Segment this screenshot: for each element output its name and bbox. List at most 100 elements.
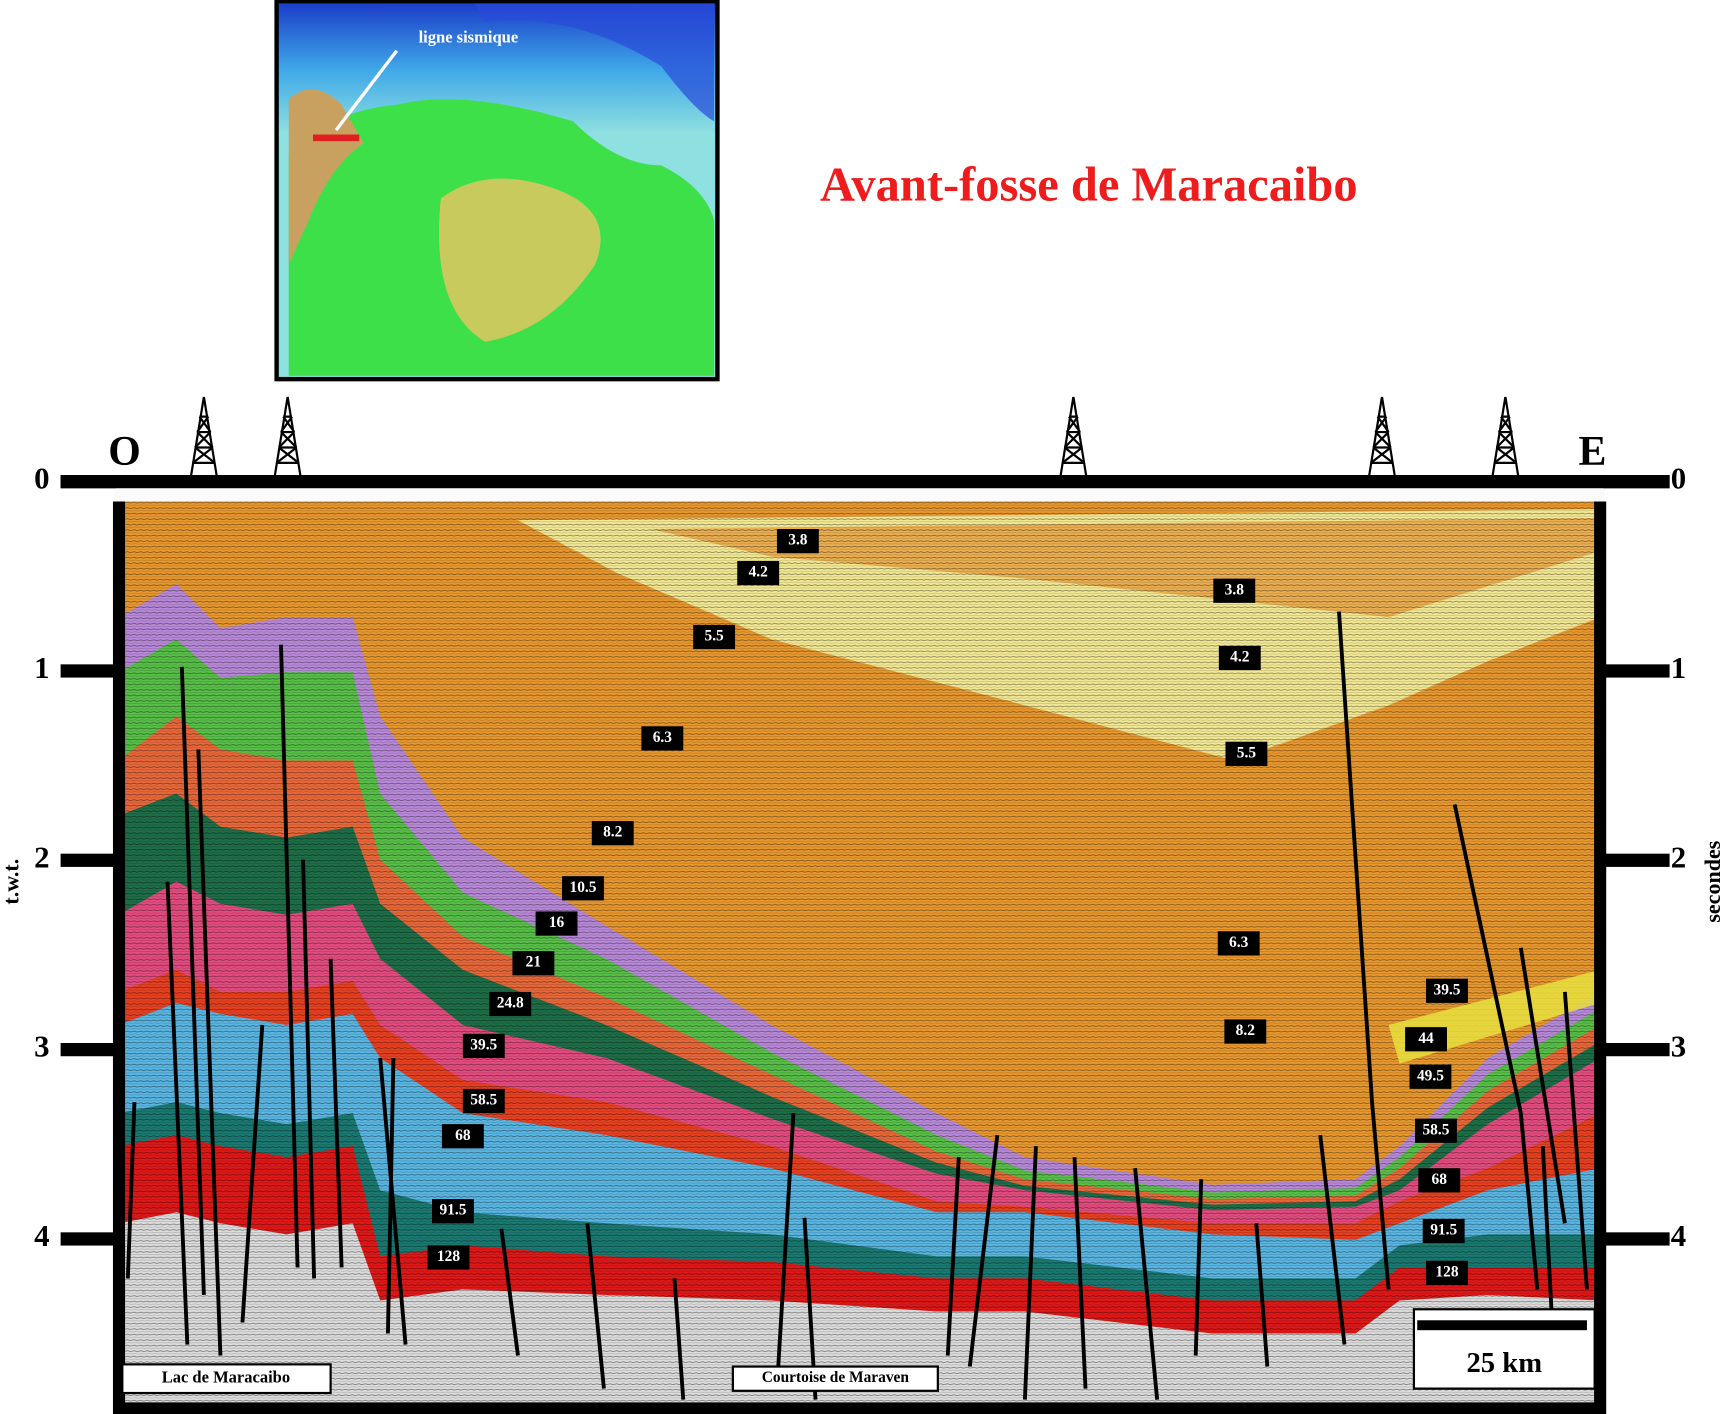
tick-label-left: 0 — [34, 462, 49, 496]
axes: 0 01 12 23 34 4 — [34, 462, 1686, 1253]
scale-bar — [1417, 1320, 1587, 1331]
horizon-box — [591, 821, 634, 846]
well — [273, 396, 302, 479]
tick-label-left: 2 — [34, 840, 49, 874]
horizon-box — [641, 726, 684, 751]
tick-label-right: 4 — [1671, 1219, 1686, 1253]
horizon-label: 68 — [455, 1127, 471, 1144]
horizon-box — [535, 911, 578, 936]
right-axis-label: secondes — [1700, 840, 1725, 922]
horizon-box — [489, 991, 532, 1017]
horizon-box — [1409, 1064, 1452, 1089]
well — [1491, 396, 1520, 479]
horizon-label: 3.8 — [1225, 581, 1245, 598]
horizon-label: 21 — [526, 954, 541, 971]
title: Avant-fosse de Maracaibo — [820, 159, 1358, 212]
section-frame — [112, 501, 1607, 1414]
horizon-label: 6.3 — [653, 729, 673, 746]
faults — [125, 611, 1589, 1400]
west-label: O — [108, 429, 141, 475]
horizon-box — [1418, 1168, 1461, 1193]
map-frame — [274, 0, 720, 382]
horizon-label: 24.8 — [497, 995, 524, 1012]
tick-mark — [1603, 664, 1670, 678]
tick-mark — [1603, 853, 1670, 867]
map-ridge — [288, 89, 364, 265]
horizon-label: 91.5 — [1430, 1222, 1457, 1239]
map-label: ligne sismique — [419, 27, 519, 46]
horizon-label: 4.2 — [1230, 648, 1250, 665]
well — [1367, 396, 1397, 479]
map-highland — [438, 178, 601, 342]
horizon-label: 3.8 — [788, 532, 808, 549]
horizon-box — [737, 560, 780, 586]
horizon-box — [1415, 1118, 1457, 1143]
horizon-label: 5.5 — [1237, 744, 1257, 761]
horizon-label: 8.2 — [1236, 1022, 1256, 1039]
tick-label-right: 0 — [1671, 462, 1686, 496]
horizon-box — [1217, 931, 1260, 956]
scale-label: 25 km — [1466, 1347, 1542, 1379]
horizon-box — [1218, 645, 1261, 671]
tick-mark — [60, 664, 116, 678]
tick-label-left: 3 — [34, 1030, 49, 1064]
location-label: Courtoise de Maraven — [762, 1369, 910, 1386]
horizon-label: 39.5 — [470, 1036, 497, 1053]
horizon-label: 58.5 — [470, 1092, 497, 1109]
tick-mark — [1603, 1232, 1670, 1246]
horizon-box — [1426, 1260, 1468, 1286]
horizon-box — [693, 624, 736, 650]
wells — [189, 396, 1520, 479]
horizon-box — [562, 876, 604, 901]
tick-label-left: 1 — [34, 651, 49, 685]
tick-mark — [60, 475, 116, 489]
horizon-box — [1225, 741, 1268, 766]
horizon-box — [441, 1124, 484, 1149]
location-box — [731, 1365, 939, 1392]
horizon-label: 5.5 — [704, 628, 724, 645]
horizon-box — [1405, 1027, 1447, 1052]
horizon-label: 8.2 — [603, 824, 623, 841]
horizon-box — [1213, 578, 1256, 603]
horizon-label: 49.5 — [1417, 1067, 1444, 1084]
horizon-label: 6.3 — [1229, 934, 1249, 951]
tick-mark — [1603, 475, 1670, 489]
horizon-box — [1426, 978, 1468, 1003]
horizon-label: 10.5 — [569, 879, 596, 896]
horizon-label: 16 — [549, 914, 565, 931]
horizon-box — [432, 1199, 474, 1224]
horizon-label: 4.2 — [749, 564, 769, 581]
tick-mark — [60, 1232, 116, 1246]
horizon-box — [1224, 1019, 1267, 1044]
horizon-box — [427, 1245, 470, 1270]
horizon-box — [776, 529, 819, 554]
location-label: Lac de Maracaibo — [162, 1367, 290, 1386]
horizon-label: 91.5 — [439, 1202, 466, 1219]
tick-mark — [60, 1043, 116, 1057]
horizon-box — [512, 951, 555, 976]
map-inset: ligne sismique — [274, 0, 720, 382]
tick-label-right: 3 — [1671, 1030, 1686, 1064]
horizon-box — [1422, 1218, 1465, 1244]
map-deep — [473, 2, 715, 122]
horizon-label: 39.5 — [1433, 981, 1460, 998]
well — [1059, 396, 1088, 479]
horizon-label: 128 — [1435, 1263, 1458, 1280]
east-label: E — [1578, 429, 1606, 475]
horizon-box — [462, 1088, 505, 1114]
horizon-label: 44 — [1418, 1030, 1434, 1047]
horizon-labels: 3.8 4.2 5.5 6.3 8.2 10.5 16 21 24.8 39.5 58.5 68 91.… — [427, 529, 1468, 1286]
seismic-texture — [119, 501, 1601, 1409]
left-axis-label: t.w.t. — [0, 859, 23, 905]
horizon-label: 68 — [1432, 1171, 1448, 1188]
well — [189, 396, 219, 479]
horizon-box — [462, 1033, 505, 1058]
tick-mark — [60, 853, 116, 867]
tick-label-left: 4 — [34, 1219, 49, 1253]
location-box — [121, 1363, 332, 1395]
horizon-label: 58.5 — [1422, 1121, 1449, 1138]
map-pointer — [334, 49, 399, 132]
tick-label-right: 1 — [1671, 651, 1686, 685]
